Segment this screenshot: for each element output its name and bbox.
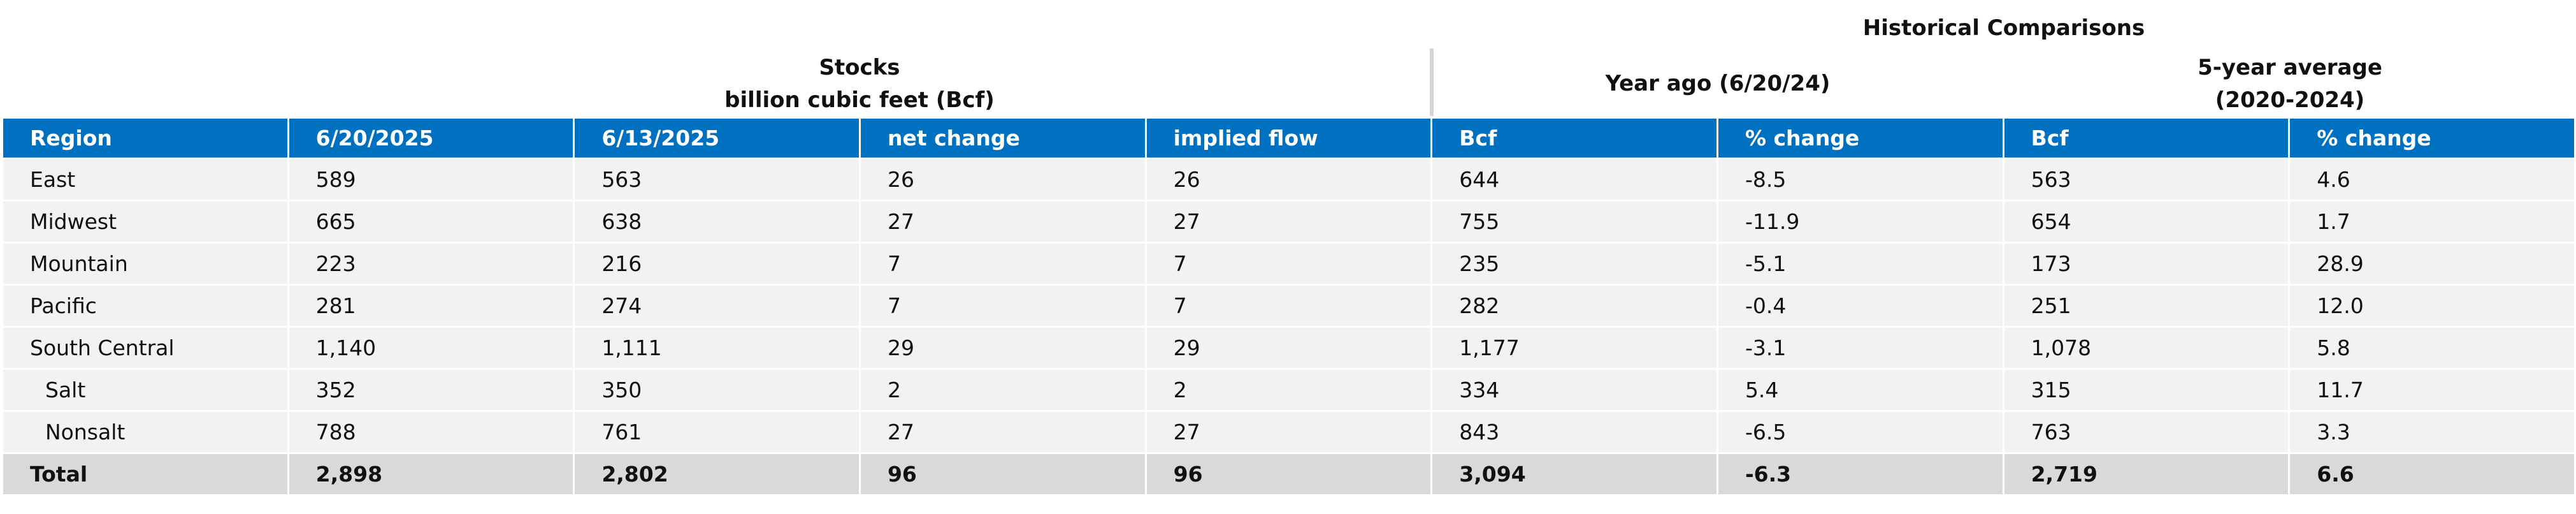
table-row: East 589 563 26 26 644 -8.5 563 4.6 (1, 158, 2576, 202)
cell: 29 (1144, 326, 1433, 370)
header-row: Region 6/20/2025 6/13/2025 net change implie… (1, 117, 2576, 159)
cell: 96 (858, 452, 1147, 496)
cell: 843 (1430, 410, 1718, 454)
cell: 755 (1430, 200, 1718, 244)
column-header: % change (1716, 117, 2004, 159)
row-label: East (1, 158, 289, 202)
table-row: Pacific 281 274 7 7 282 -0.4 251 12.0 (1, 284, 2576, 328)
cell: 665 (287, 200, 575, 244)
column-header: 6/13/2025 (573, 117, 861, 159)
cell: 5.4 (1716, 368, 2004, 412)
cell: 2,719 (2002, 452, 2291, 496)
column-header: Bcf (1430, 117, 1718, 159)
cell: 563 (2002, 158, 2291, 202)
column-header: implied flow (1144, 117, 1433, 159)
group-subtitle: billion cubic feet (Bcf) (724, 87, 995, 113)
cell: -11.9 (1716, 200, 2004, 244)
cell: 96 (1144, 452, 1433, 496)
cell: -0.4 (1716, 284, 2004, 328)
cell: 3,094 (1430, 452, 1718, 496)
cell: 29 (858, 326, 1147, 370)
cell: 7 (858, 284, 1147, 328)
cell: 1.7 (2288, 200, 2576, 244)
cell: 27 (1144, 410, 1433, 454)
cell: -5.1 (1716, 242, 2004, 286)
cell: -6.3 (1716, 452, 2004, 496)
row-label: Midwest (1, 200, 289, 244)
column-header: 6/20/2025 (287, 117, 575, 159)
cell: 27 (858, 200, 1147, 244)
cell: 26 (1144, 158, 1433, 202)
cell: 352 (287, 368, 575, 412)
cell: 589 (287, 158, 575, 202)
cell: 788 (287, 410, 575, 454)
cell: 761 (573, 410, 861, 454)
cell: 235 (1430, 242, 1718, 286)
group-subtitle: (2020-2024) (2215, 87, 2365, 113)
cell: 315 (2002, 368, 2291, 412)
column-header: % change (2288, 117, 2576, 159)
row-label: South Central (1, 326, 289, 370)
cell: 334 (1430, 368, 1718, 412)
table-row: Salt 352 350 2 2 334 5.4 315 11.7 (1, 368, 2576, 412)
cell: 216 (573, 242, 861, 286)
table-row: Midwest 665 638 27 27 755 -11.9 654 1.7 (1, 200, 2576, 244)
cell: 274 (573, 284, 861, 328)
table-row: Mountain 223 216 7 7 235 -5.1 173 28.9 (1, 242, 2576, 286)
cell: 563 (573, 158, 861, 202)
cell: 5.8 (2288, 326, 2576, 370)
cell: 350 (573, 368, 861, 412)
cell: 26 (858, 158, 1147, 202)
cell: 1,111 (573, 326, 861, 370)
row-label: Total (1, 452, 289, 496)
cell: 28.9 (2288, 242, 2576, 286)
cell: -3.1 (1716, 326, 2004, 370)
row-label: Pacific (1, 284, 289, 328)
cell: 223 (287, 242, 575, 286)
column-header: net change (858, 117, 1147, 159)
cell: 7 (858, 242, 1147, 286)
storage-table: Region 6/20/2025 6/13/2025 net change implie… (1, 117, 2576, 496)
row-label: Mountain (1, 242, 289, 286)
cell: 1,177 (1430, 326, 1718, 370)
row-label: Nonsalt (1, 410, 289, 454)
cell: 27 (858, 410, 1147, 454)
group-title: 5-year average (2198, 55, 2382, 80)
table-row: South Central 1,140 1,111 29 29 1,177 -3.1 1,07… (1, 326, 2576, 370)
group-title: Year ago (6/20/24) (1605, 71, 1831, 96)
cell: 644 (1430, 158, 1718, 202)
cell: 1,140 (287, 326, 575, 370)
cell: 763 (2002, 410, 2291, 454)
group-title: Stocks (819, 55, 900, 80)
cell: -6.5 (1716, 410, 2004, 454)
cell: 3.3 (2288, 410, 2576, 454)
cell: 6.6 (2288, 452, 2576, 496)
cell: 2 (1144, 368, 1433, 412)
cell: 11.7 (2288, 368, 2576, 412)
column-header: Bcf (2002, 117, 2291, 159)
cell: 12.0 (2288, 284, 2576, 328)
cell: 281 (287, 284, 575, 328)
cell: 638 (573, 200, 861, 244)
cell: 2 (858, 368, 1147, 412)
cell: 282 (1430, 284, 1718, 328)
cell: 4.6 (2288, 158, 2576, 202)
cell: 251 (2002, 284, 2291, 328)
column-header: Region (1, 117, 289, 159)
table-row: Nonsalt 788 761 27 27 843 -6.5 763 3.3 (1, 410, 2576, 454)
cell: 7 (1144, 284, 1433, 328)
table-row: Total 2,898 2,802 96 96 3,094 -6.3 2,719 6.6 (1, 452, 2576, 496)
cell: 2,898 (287, 452, 575, 496)
cell: 7 (1144, 242, 1433, 286)
cell: -8.5 (1716, 158, 2004, 202)
cell: 27 (1144, 200, 1433, 244)
cell: 654 (2002, 200, 2291, 244)
cell: 1,078 (2002, 326, 2291, 370)
cell: 173 (2002, 242, 2291, 286)
cell: 2,802 (573, 452, 861, 496)
separator (1430, 48, 1434, 116)
row-label: Salt (1, 368, 289, 412)
section-title: Historical Comparisons (1862, 15, 2145, 41)
